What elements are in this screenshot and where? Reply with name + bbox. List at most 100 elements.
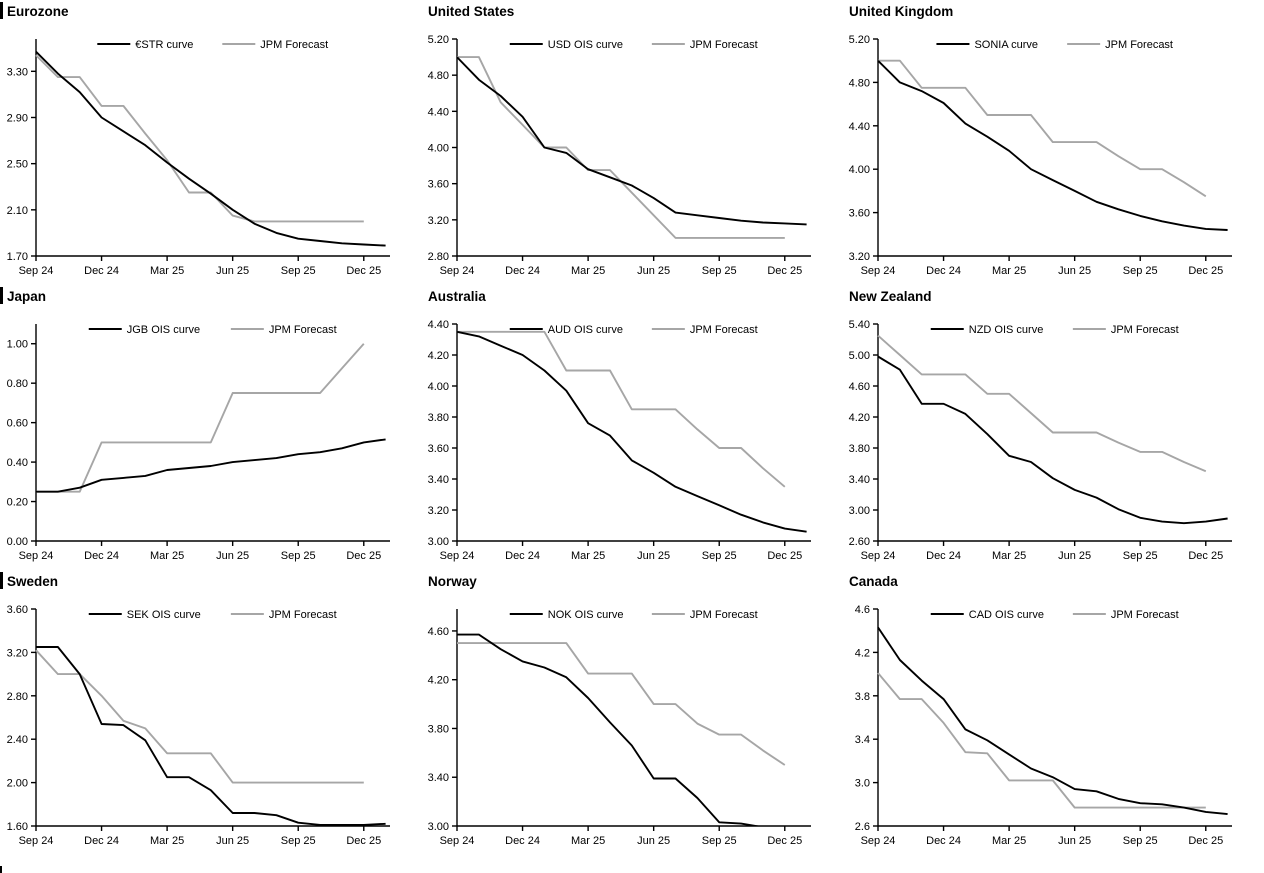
y-tick-label: 4.80 [849,77,870,89]
y-tick-label: 4.00 [428,381,449,393]
legend-label-forecast: JPM Forecast [269,324,337,336]
x-tick-label: Jun 25 [216,835,249,847]
jpm-forecast-line [457,330,786,488]
panel-header: Sweden [0,570,421,595]
x-tick-label: Sep 25 [702,835,737,847]
y-tick-label: 0.40 [7,457,28,469]
y-tick-label: 2.60 [849,536,870,548]
chart-title: United Kingdom [849,4,954,19]
legend: USD OIS curve JPM Forecast [509,39,758,51]
legend: CAD OIS curve JPM Forecast [930,609,1179,621]
x-tick-label: Jun 25 [1058,550,1091,562]
y-tick-label: 4.00 [428,143,449,155]
section-marker [0,572,3,589]
y-tick-label: 3.80 [428,412,449,424]
x-tick-label: Dec 24 [84,835,119,847]
chart-title: United States [428,4,515,19]
y-tick-label: 3.20 [428,215,449,227]
legend-label-forecast: JPM Forecast [690,609,758,621]
y-tick-label: 2.50 [7,159,28,171]
x-tick-label: Mar 25 [992,550,1026,562]
chart-eurozone: 3.30 2.90 2.50 2.10 1.70 Sep 24 Dec 24 Mar 25 Ju… [7,39,390,277]
legend: NZD OIS curve JPM Forecast [930,324,1179,336]
legend-label-forecast: JPM Forecast [690,324,758,336]
axes [877,39,1232,257]
x-tick-label: Dec 25 [767,265,802,277]
jpm-forecast-line [36,343,365,493]
legend-label-market: JGB OIS curve [127,324,200,336]
legend: SONIA curve JPM Forecast [936,39,1173,51]
legend-label-forecast: JPM Forecast [1105,39,1173,51]
y-tick-label: 0.20 [7,497,28,509]
y-tick-label: 4.20 [428,350,449,362]
chart-title: Japan [7,289,47,304]
y-tick-label: 3.00 [428,536,449,548]
legend-label-market: SONIA curve [974,39,1038,51]
chart-title: Norway [428,574,477,589]
chart-japan: 1.00 0.80 0.60 0.40 0.20 0.00 Sep 24 Dec 24 Mar … [7,324,390,562]
x-tick-label: Jun 25 [216,265,249,277]
axes [35,324,390,542]
panel-header: Australia [421,285,842,310]
legend-label-market: €STR curve [135,39,193,51]
x-tick-label: Dec 25 [1188,265,1223,277]
x-tick-label: Sep 24 [19,550,54,562]
panel-header: Norway [421,570,842,595]
y-tick-label: 3.60 [849,208,870,220]
y-tick-label: 3.20 [428,505,449,517]
y-tick-label: 3.60 [428,179,449,191]
panel-header: United Kingdom [842,0,1264,25]
jpm-forecast-line [35,649,364,784]
legend: NOK OIS curve JPM Forecast [509,609,758,621]
chart-canada: 4.6 4.2 3.8 3.4 3.0 2.6 Sep 24 Dec 24 Mar 25 Jun … [855,604,1232,847]
chart-title: Canada [849,574,898,589]
x-tick-label: Jun 25 [637,550,670,562]
x-tick-label: Dec 25 [1188,550,1223,562]
x-tick-label: Sep 25 [1123,835,1158,847]
chart-united-states: 5.20 4.80 4.40 4.00 3.60 3.20 2.80 Sep 24 Dec 24… [428,34,811,277]
y-tick-label: 2.10 [7,205,28,217]
chart-title: New Zealand [849,289,932,304]
legend-label-market: NOK OIS curve [548,609,624,621]
panel-header: United States [421,0,842,25]
y-tick-label: 2.80 [7,691,28,703]
axes [877,324,1232,542]
y-tick-label: 5.20 [849,34,870,46]
x-tick-label: Mar 25 [150,550,184,562]
united-states-ois-line [456,56,807,226]
chart-norway: 4.60 4.20 3.80 3.40 3.00 Sep 24 Dec 24 Mar 25 Ju… [428,609,811,847]
y-tick-label: 1.60 [7,821,28,833]
y-tick-label: 2.6 [855,821,870,833]
y-tick-label: 4.80 [428,70,449,82]
y-tick-label: 2.40 [7,734,28,746]
y-tick-label: 4.60 [849,381,870,393]
y-tick-label: 0.00 [7,536,28,548]
y-tick-label: 5.00 [849,350,870,362]
chart-panel-australia: Australia 4.40 4.20 4.00 3.80 3.60 3.40 3.20 3.… [421,285,842,570]
y-tick-label: 3.60 [7,604,28,616]
x-tick-label: Mar 25 [571,265,605,277]
y-tick-label: 4.2 [855,647,870,659]
y-tick-label: 4.40 [428,319,449,331]
jpm-forecast-line [457,56,785,239]
y-tick-label: 5.20 [428,34,449,46]
united-kingdom-ois-line [877,60,1228,231]
x-tick-label: Sep 25 [702,265,737,277]
x-tick-label: Sep 24 [861,835,896,847]
x-tick-label: Dec 25 [767,835,802,847]
axes [877,609,1232,827]
y-tick-label: 4.20 [849,412,870,424]
chart-panel-eurozone: Eurozone 3.30 2.90 2.50 2.10 1.70 Sep 24 Dec 2… [0,0,421,285]
x-tick-label: Sep 25 [281,835,316,847]
y-tick-label: 3.8 [855,691,870,703]
legend-label-forecast: JPM Forecast [1111,609,1179,621]
x-tick-label: Dec 25 [767,550,802,562]
y-tick-label: 3.40 [428,772,449,784]
y-tick-label: 3.00 [428,821,449,833]
x-tick-label: Sep 25 [281,265,316,277]
x-tick-label: Mar 25 [992,835,1026,847]
axes [456,609,811,827]
x-tick-label: Sep 25 [281,550,316,562]
y-tick-label: 3.40 [849,474,870,486]
